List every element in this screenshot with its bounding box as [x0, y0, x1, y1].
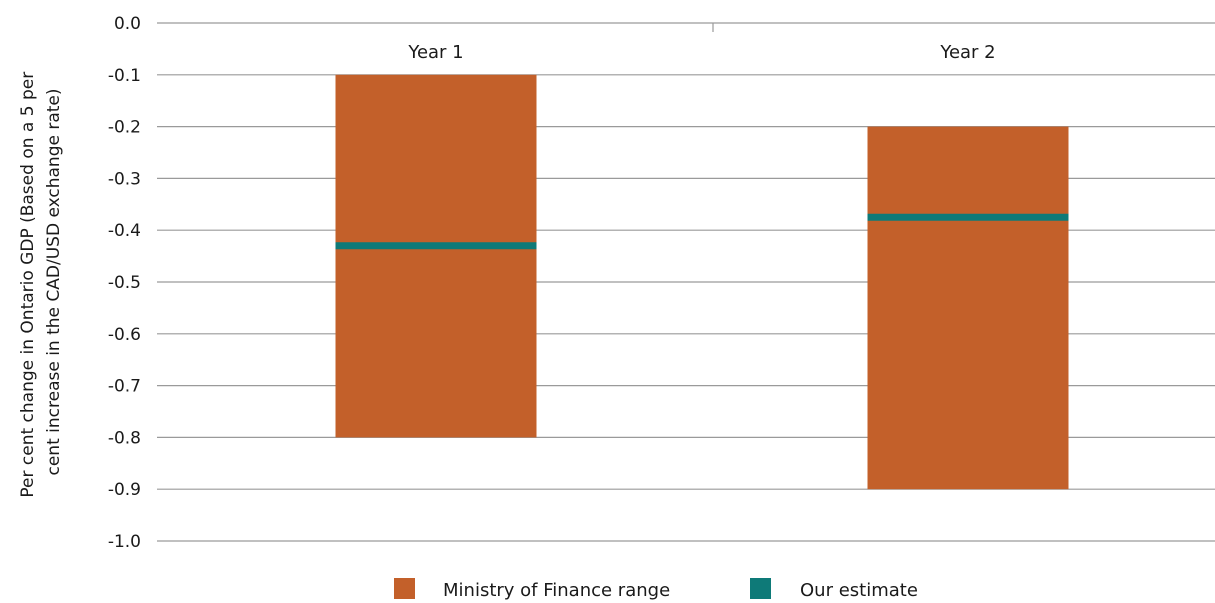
legend-swatch-our-estimate	[750, 578, 771, 599]
y-axis-title-line-1: Per cent change in Ontario GDP (Based on…	[18, 72, 38, 498]
y-axis-title-line-2: cent increase in the CAD/USD exchange ra…	[44, 88, 64, 475]
y-tick-label: -0.2	[108, 118, 141, 138]
y-tick-label: -0.9	[108, 480, 141, 500]
category-label: Year 2	[939, 42, 995, 63]
estimate-marker-year-2	[867, 213, 1069, 221]
legend-label-ministry-range: Ministry of Finance range	[443, 580, 670, 601]
y-tick-label: -0.8	[108, 428, 141, 448]
range-bar-year-1	[335, 74, 537, 438]
estimate-markers	[335, 213, 1069, 250]
y-tick-label: 0.0	[114, 14, 141, 34]
y-tick-label: -0.3	[108, 169, 141, 189]
legend-swatch-ministry-range	[394, 578, 415, 599]
range-bar-year-2	[867, 126, 1069, 490]
y-tick-label: -0.7	[108, 377, 141, 397]
estimate-marker-year-1	[335, 242, 537, 250]
y-axis-title: Per cent change in Ontario GDP (Based on…	[18, 66, 64, 497]
y-tick-label: -1.0	[108, 532, 141, 552]
y-tick-label: -0.4	[108, 221, 141, 241]
y-tick-label: -0.1	[108, 66, 141, 86]
category-labels: Year 1 Year 2	[407, 42, 995, 63]
legend-label-our-estimate: Our estimate	[800, 580, 918, 601]
y-tick-labels: 0.0 -0.1 -0.2 -0.3 -0.4 -0.5 -0.6 -0.7 -0.8 -0.9 -…	[108, 14, 141, 552]
category-label: Year 1	[407, 42, 463, 63]
range-bars	[335, 74, 1069, 490]
y-tick-label: -0.6	[108, 325, 141, 345]
y-tick-label: -0.5	[108, 273, 141, 293]
legend: Ministry of Finance range Our estimate	[394, 578, 918, 601]
